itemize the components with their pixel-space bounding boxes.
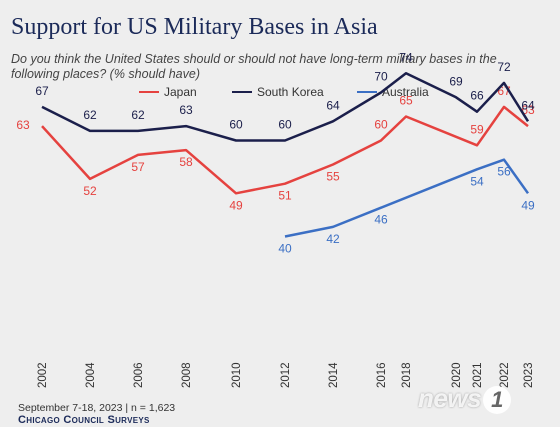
legend-item-south-korea: South Korea — [232, 85, 324, 99]
data-label-south-korea-2020: 69 — [449, 74, 463, 88]
x-tick-label-2012: 2012 — [280, 362, 292, 388]
legend: Japan South Korea Australia — [0, 85, 560, 101]
data-label-japan-2018: 65 — [399, 94, 413, 108]
data-label-japan-2010: 49 — [229, 198, 243, 212]
legend-item-japan: Japan — [139, 85, 197, 99]
x-tick-label-2010: 2010 — [231, 362, 243, 388]
data-label-japan-2012: 51 — [278, 189, 292, 203]
data-label-japan-2023: 63 — [521, 103, 535, 117]
x-tick-label-2014: 2014 — [328, 362, 340, 388]
data-label-australia-2023: 49 — [521, 198, 535, 212]
data-label-south-korea-2016: 70 — [374, 70, 388, 84]
data-label-australia-2021: 54 — [470, 174, 484, 188]
x-tick-label-2004: 2004 — [85, 362, 97, 388]
legend-label-south-korea: South Korea — [257, 85, 324, 99]
data-label-australia-2012: 40 — [278, 242, 292, 256]
data-label-japan-2021: 59 — [470, 122, 484, 136]
data-label-australia-2016: 46 — [374, 213, 388, 227]
data-label-japan-2008: 58 — [179, 155, 193, 169]
x-tick-label-2002: 2002 — [37, 362, 49, 388]
data-label-south-korea-2023: 64 — [521, 98, 535, 112]
data-label-south-korea-2018: 74 — [399, 50, 413, 64]
data-label-south-korea-2002: 67 — [35, 84, 49, 98]
series-line-australia — [284, 158, 530, 238]
source-label: Chicago Council Surveys — [18, 414, 150, 426]
data-label-south-korea-2006: 62 — [131, 108, 145, 122]
data-label-japan-2014: 55 — [326, 170, 340, 184]
x-tick-label-2020: 2020 — [451, 362, 463, 388]
x-tick-label-2006: 2006 — [133, 362, 145, 388]
legend-label-japan: Japan — [164, 85, 197, 99]
data-label-south-korea-2022: 72 — [497, 60, 511, 74]
news1-watermark: news 1 — [418, 383, 512, 414]
chart-title: Support for US Military Bases in Asia — [11, 14, 378, 40]
data-label-australia-2022: 56 — [497, 165, 511, 179]
data-label-south-korea-2010: 60 — [229, 118, 243, 132]
data-label-south-korea-2014: 64 — [326, 98, 340, 112]
data-label-japan-2002: 63 — [16, 118, 30, 132]
series-line-south-korea — [41, 72, 530, 142]
data-label-japan-2006: 57 — [131, 160, 145, 174]
x-tick-label-2023: 2023 — [523, 362, 535, 388]
legend-swatch-south-korea — [232, 90, 252, 94]
data-label-south-korea-2021: 66 — [470, 89, 484, 103]
chart-subtitle: Do you think the United States should or… — [11, 52, 497, 81]
survey-note: September 7-18, 2023 | n = 1,623 — [18, 402, 176, 414]
x-tick-label-2008: 2008 — [181, 362, 193, 388]
data-label-south-korea-2012: 60 — [278, 118, 292, 132]
x-tick-label-2016: 2016 — [376, 362, 388, 388]
legend-item-australia: Australia — [357, 85, 429, 99]
data-label-japan-2016: 60 — [374, 118, 388, 132]
x-tick-label-2021: 2021 — [472, 362, 484, 388]
legend-swatch-japan — [139, 90, 159, 94]
x-tick-label-2022: 2022 — [499, 362, 511, 388]
legend-swatch-australia — [357, 90, 377, 94]
data-label-japan-2004: 52 — [83, 184, 97, 198]
data-label-south-korea-2008: 63 — [179, 103, 193, 117]
legend-label-australia: Australia — [382, 85, 429, 99]
data-label-south-korea-2004: 62 — [83, 108, 97, 122]
x-tick-label-2018: 2018 — [401, 362, 413, 388]
series-line-japan — [41, 105, 529, 195]
data-label-australia-2014: 42 — [326, 232, 340, 246]
